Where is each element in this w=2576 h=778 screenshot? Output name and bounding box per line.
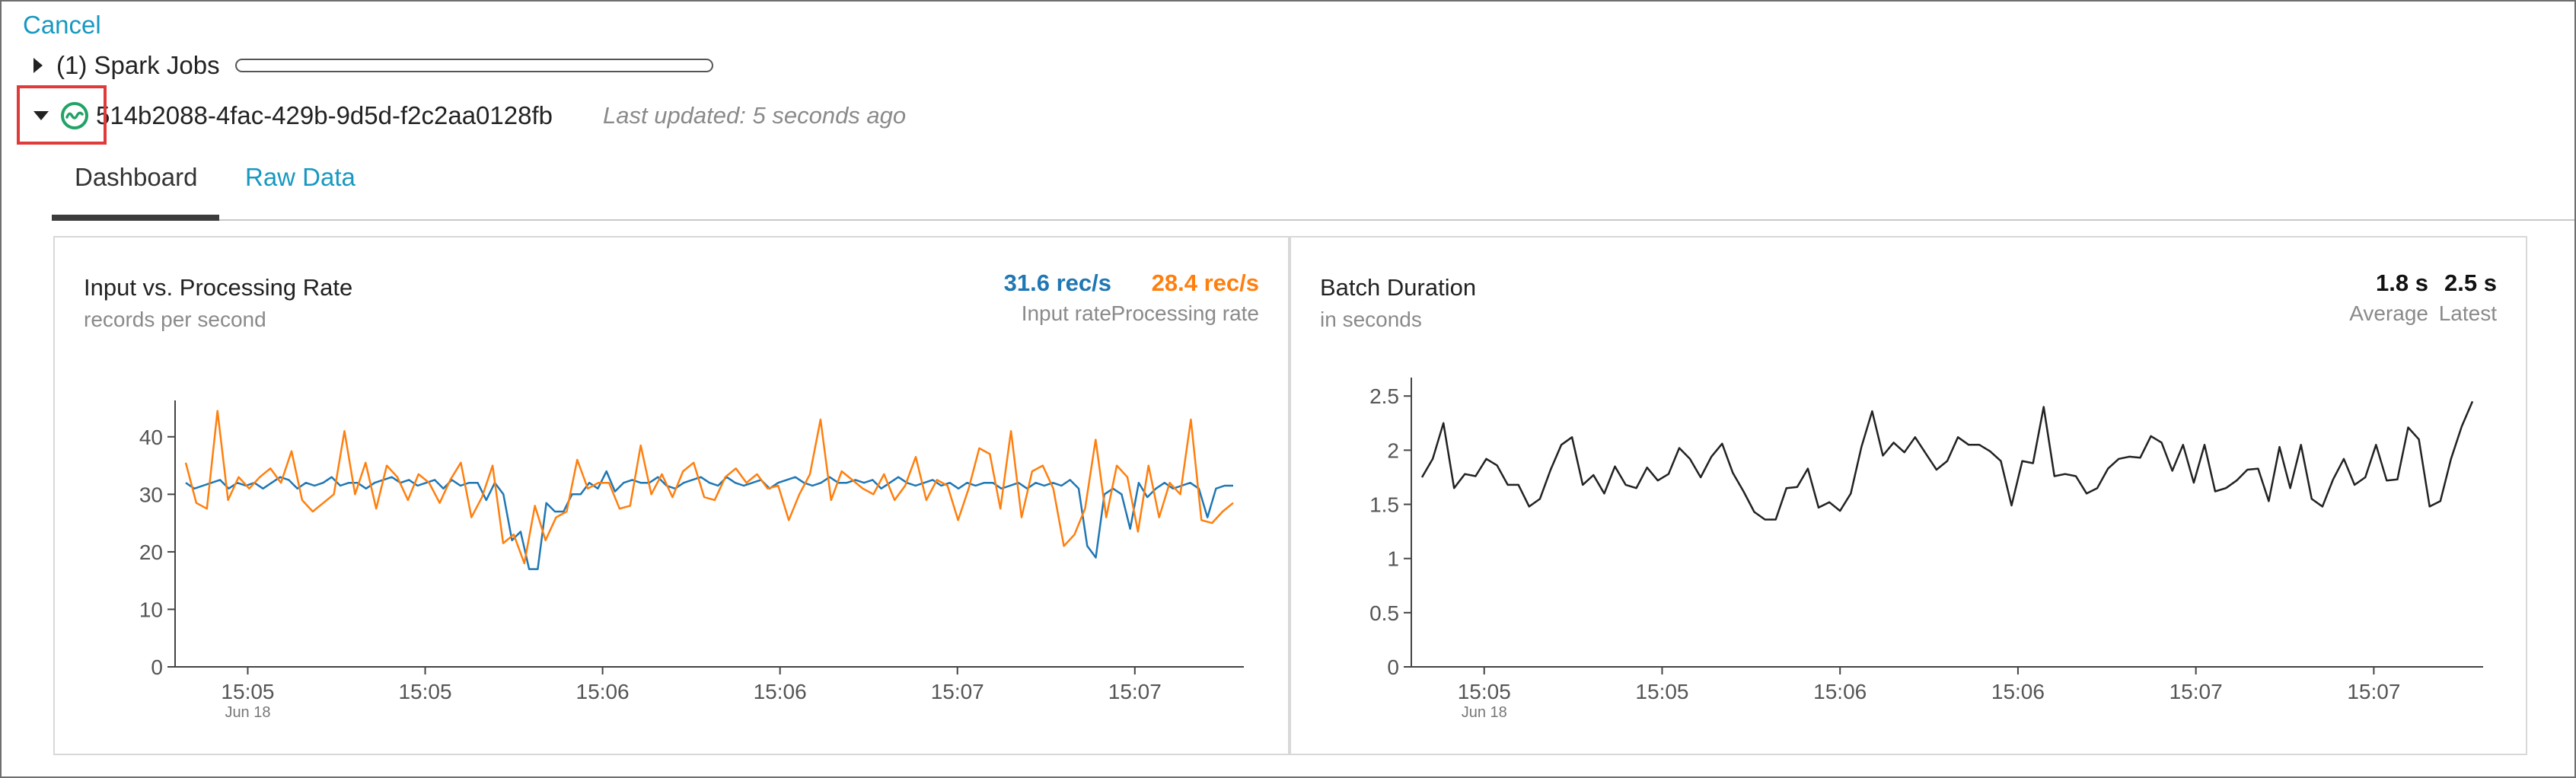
panel-title: Input vs. Processing Rate <box>84 274 353 301</box>
stream-id: 514b2088-4fac-429b-9d5d-f2c2aa0128fb <box>96 101 553 129</box>
average-value: 1.8 s <box>2376 269 2428 296</box>
average-stat: 1.8 s Average <box>2349 269 2428 326</box>
spark-jobs-row[interactable]: (1) Spark Jobs <box>33 50 713 81</box>
processing-rate-stat: 28.4 rec/s Processing rate <box>1111 269 1259 326</box>
series-line <box>1420 400 2474 521</box>
tab-dashboard[interactable]: Dashboard <box>75 163 198 191</box>
latest-label: Latest <box>2438 301 2497 325</box>
x-tick-label: 15:07 <box>931 680 984 703</box>
highlight-box <box>17 85 107 145</box>
y-tick-label: 1 <box>1387 547 1399 571</box>
average-label: Average <box>2349 301 2428 325</box>
input-rate-value: 31.6 rec/s <box>1003 269 1111 296</box>
input-rate-stat: 31.6 rec/s Input rate <box>1004 269 1111 326</box>
series-line <box>184 410 1234 565</box>
y-tick-label: 2.5 <box>1369 384 1399 408</box>
y-tick-label: 1.5 <box>1369 493 1399 517</box>
y-tick-label: 30 <box>139 483 163 506</box>
processing-rate-label: Processing rate <box>1111 301 1259 325</box>
x-tick-label: 15:06 <box>1813 680 1867 703</box>
rate-panel: Input vs. Processing Rate records per se… <box>53 236 1290 755</box>
x-date-label: Jun 18 <box>225 704 270 721</box>
stream-row: 514b2088-4fac-429b-9d5d-f2c2aa0128fb Las… <box>33 97 906 134</box>
jobs-progress-bar <box>234 59 713 72</box>
x-tick-label: 15:07 <box>1108 680 1162 703</box>
input-rate-label: Input rate <box>1021 301 1111 325</box>
x-tick-label: 15:05 <box>398 680 451 703</box>
x-tick-label: 15:06 <box>754 680 807 703</box>
streaming-active-icon <box>61 102 88 129</box>
y-tick-label: 2 <box>1387 438 1399 462</box>
series-line <box>185 470 1233 570</box>
x-tick-label: 15:06 <box>1991 680 2045 703</box>
rate-chart: 0 10 20 30 40 15:05 15:05 15:06 15:06 15:07 15:07 J… <box>139 400 1244 721</box>
duration-panel: Batch Duration in seconds 1.8 s Average … <box>1290 236 2527 755</box>
last-updated-text: Last updated: 5 seconds ago <box>603 102 907 129</box>
tab-raw-data[interactable]: Raw Data <box>245 163 355 191</box>
panel-title: Batch Duration <box>1320 274 1477 301</box>
panel-subtitle: records per second <box>84 308 266 331</box>
x-tick-label: 15:05 <box>1458 680 1511 703</box>
x-tick-label: 15:06 <box>576 680 630 703</box>
y-tick-label: 0 <box>1387 655 1399 679</box>
x-tick-label: 15:05 <box>221 680 274 703</box>
caret-down-icon[interactable] <box>33 111 49 120</box>
latest-stat: 2.5 s Latest <box>2439 269 2497 326</box>
x-tick-label: 15:05 <box>1635 680 1688 703</box>
y-tick-label: 10 <box>139 598 163 621</box>
x-date-label: Jun 18 <box>1462 704 1507 721</box>
x-tick-label: 15:07 <box>2347 680 2400 703</box>
duration-chart: 0 0.5 1 1.5 2 2.5 15:05 15:05 15:06 15:06 15:07 15:… <box>1369 378 2483 721</box>
panel-subtitle: in seconds <box>1320 308 1422 331</box>
y-tick-label: 20 <box>139 540 163 564</box>
cancel-link[interactable]: Cancel <box>23 11 101 39</box>
latest-value: 2.5 s <box>2444 269 2497 296</box>
y-tick-label: 0.5 <box>1369 601 1399 625</box>
y-tick-label: 40 <box>139 426 163 449</box>
tab-divider <box>52 219 2574 221</box>
x-tick-label: 15:07 <box>2170 680 2223 703</box>
active-tab-indicator <box>52 215 219 221</box>
processing-rate-value: 28.4 rec/s <box>1151 269 1259 296</box>
caret-right-icon[interactable] <box>33 58 43 73</box>
y-tick-label: 0 <box>151 655 163 679</box>
spark-jobs-label[interactable]: (1) Spark Jobs <box>56 51 220 79</box>
